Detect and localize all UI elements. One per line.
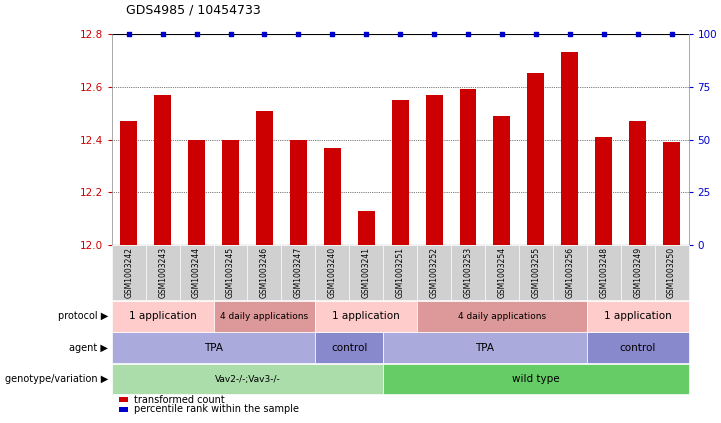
Text: TPA: TPA xyxy=(204,343,223,353)
Text: GSM1003255: GSM1003255 xyxy=(531,247,540,298)
Bar xyxy=(527,74,544,245)
Text: GSM1003245: GSM1003245 xyxy=(226,247,235,298)
Bar xyxy=(493,116,510,245)
Text: GSM1003252: GSM1003252 xyxy=(430,247,438,298)
Point xyxy=(225,30,236,37)
Text: GSM1003251: GSM1003251 xyxy=(396,247,404,298)
Bar xyxy=(222,140,239,245)
Text: 4 daily applications: 4 daily applications xyxy=(458,312,546,321)
Text: genotype/variation ▶: genotype/variation ▶ xyxy=(5,374,108,384)
Point xyxy=(293,30,304,37)
Text: GDS4985 / 10454733: GDS4985 / 10454733 xyxy=(126,4,261,17)
Text: GSM1003249: GSM1003249 xyxy=(633,247,642,298)
Bar xyxy=(596,137,612,245)
Text: protocol ▶: protocol ▶ xyxy=(58,311,108,321)
Text: TPA: TPA xyxy=(475,343,495,353)
Bar xyxy=(256,110,273,245)
Point xyxy=(360,30,372,37)
Bar xyxy=(120,121,137,245)
Point xyxy=(191,30,203,37)
Text: transformed count: transformed count xyxy=(134,395,225,405)
Text: Vav2-/-;Vav3-/-: Vav2-/-;Vav3-/- xyxy=(215,374,280,384)
Text: wild type: wild type xyxy=(512,374,559,384)
Text: GSM1003241: GSM1003241 xyxy=(362,247,371,298)
Point xyxy=(394,30,406,37)
Text: 4 daily applications: 4 daily applications xyxy=(221,312,309,321)
Text: 1 application: 1 application xyxy=(332,311,400,321)
Point xyxy=(259,30,270,37)
Text: GSM1003248: GSM1003248 xyxy=(599,247,609,298)
Text: GSM1003256: GSM1003256 xyxy=(565,247,575,298)
Bar xyxy=(290,140,307,245)
Point xyxy=(598,30,609,37)
Point xyxy=(327,30,338,37)
Point xyxy=(564,30,575,37)
Point xyxy=(496,30,508,37)
Text: GSM1003254: GSM1003254 xyxy=(497,247,506,298)
Bar xyxy=(324,148,341,245)
Text: control: control xyxy=(619,343,656,353)
Text: 1 application: 1 application xyxy=(603,311,671,321)
Bar xyxy=(154,95,171,245)
Bar xyxy=(188,140,205,245)
Bar xyxy=(392,100,409,245)
Bar xyxy=(425,95,443,245)
Bar xyxy=(629,121,646,245)
Text: GSM1003253: GSM1003253 xyxy=(464,247,472,298)
Point xyxy=(632,30,643,37)
Point xyxy=(123,30,135,37)
Text: percentile rank within the sample: percentile rank within the sample xyxy=(134,404,299,415)
Point xyxy=(530,30,541,37)
Point xyxy=(462,30,474,37)
Text: GSM1003243: GSM1003243 xyxy=(158,247,167,298)
Text: GSM1003240: GSM1003240 xyxy=(328,247,337,298)
Text: control: control xyxy=(331,343,368,353)
Text: GSM1003246: GSM1003246 xyxy=(260,247,269,298)
Text: agent ▶: agent ▶ xyxy=(69,343,108,353)
Text: GSM1003250: GSM1003250 xyxy=(667,247,676,298)
Bar xyxy=(663,142,680,245)
Bar xyxy=(562,52,578,245)
Text: GSM1003244: GSM1003244 xyxy=(192,247,201,298)
Bar xyxy=(358,211,375,245)
Text: GSM1003242: GSM1003242 xyxy=(124,247,133,298)
Point xyxy=(665,30,677,37)
Point xyxy=(428,30,440,37)
Text: 1 application: 1 application xyxy=(129,311,197,321)
Text: GSM1003247: GSM1003247 xyxy=(294,247,303,298)
Point xyxy=(157,30,169,37)
Bar xyxy=(459,89,477,245)
